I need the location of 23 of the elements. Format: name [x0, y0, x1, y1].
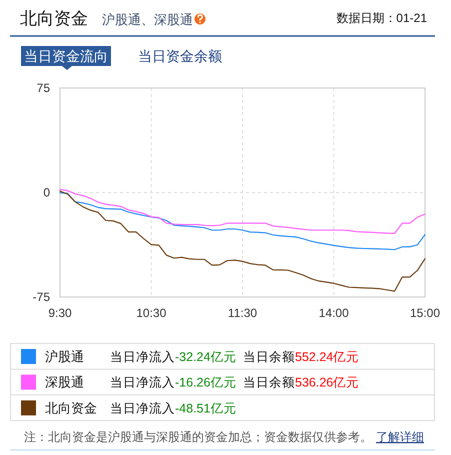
text: 当日资金余额	[138, 48, 222, 64]
x-tick-label: 15:00	[410, 306, 440, 320]
subtitle: 沪股通、深股通	[102, 12, 193, 27]
x-tick-label: 10:30	[136, 306, 167, 320]
text: 当日余额536.26亿元	[243, 376, 360, 390]
tab-active: 当日资金流向	[21, 46, 111, 70]
x-tick-label: 14:00	[318, 306, 350, 320]
y-tick-label: 0	[43, 186, 50, 200]
text: 当日净流入-48.51亿元	[110, 400, 236, 416]
legend-label: 深股通	[45, 374, 84, 390]
text: 了解详细	[376, 430, 424, 444]
y-tick-label: 75	[36, 81, 50, 95]
title: 北向资金	[20, 9, 88, 28]
x-tick-label: 11:30	[228, 306, 258, 320]
legend-label: 北向资金	[45, 400, 97, 416]
text: 数据日期：01-21	[336, 11, 428, 25]
text: 当日净流入-32.24亿元	[110, 349, 236, 364]
x-tick-label: 9:30	[48, 306, 72, 320]
text: 注：北向资金是沪股通与深股通的资金加总；资金数据仅供参考。	[24, 430, 372, 444]
y-tick-label: -75	[32, 290, 50, 304]
text: 当日净流入-16.26亿元	[110, 374, 236, 390]
legend-label: 沪股通	[45, 349, 84, 364]
text: 当日余额552.24亿元	[243, 350, 360, 364]
